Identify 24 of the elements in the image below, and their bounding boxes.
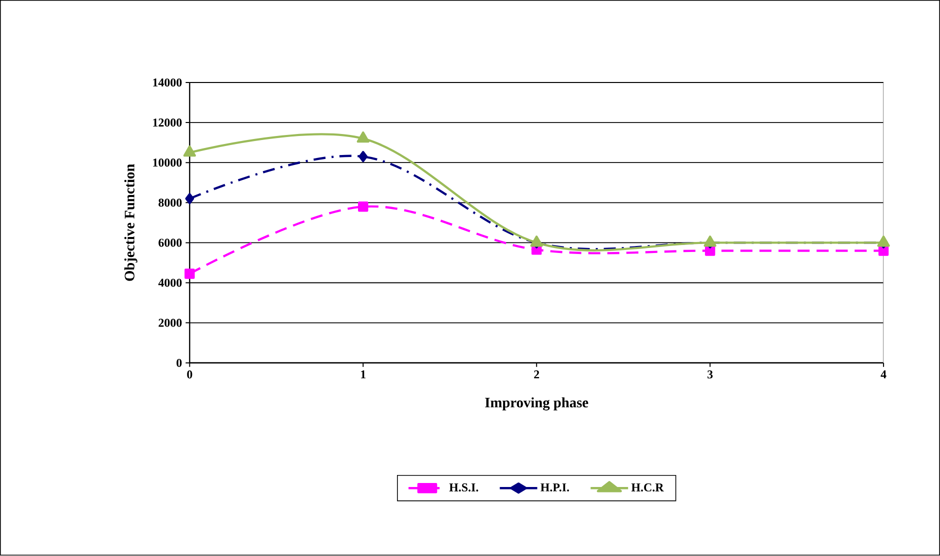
- y-tick-label: 0: [176, 359, 182, 368]
- x-tick-label: 0: [187, 370, 192, 379]
- x-tick-label: 4: [880, 370, 886, 379]
- legend-label: H.P.I.: [540, 484, 569, 492]
- y-axis-title: Objective Function: [124, 164, 138, 282]
- point: [184, 268, 195, 280]
- legend-label: H.S.I.: [449, 484, 478, 492]
- legend-label: H.C.R: [631, 484, 664, 492]
- y-tick-label: 12000: [153, 118, 182, 127]
- x-axis-title: Improving phase: [485, 398, 588, 411]
- y-tick-label: 14000: [153, 78, 182, 87]
- y-tick-label: 8000: [158, 198, 182, 207]
- point: [183, 146, 196, 157]
- point: [185, 193, 194, 204]
- x-tick-label: 2: [534, 370, 540, 379]
- point: [358, 202, 368, 212]
- y-tick-label: 4000: [158, 278, 182, 288]
- x-tick-label: 3: [708, 370, 713, 379]
- point: [356, 132, 370, 143]
- point: [358, 151, 368, 162]
- y-tick-label: 2000: [158, 319, 182, 328]
- y-tick-label: 6000: [158, 238, 182, 247]
- y-tick-label: 10000: [153, 158, 182, 167]
- x-tick-label: 1: [361, 370, 366, 379]
